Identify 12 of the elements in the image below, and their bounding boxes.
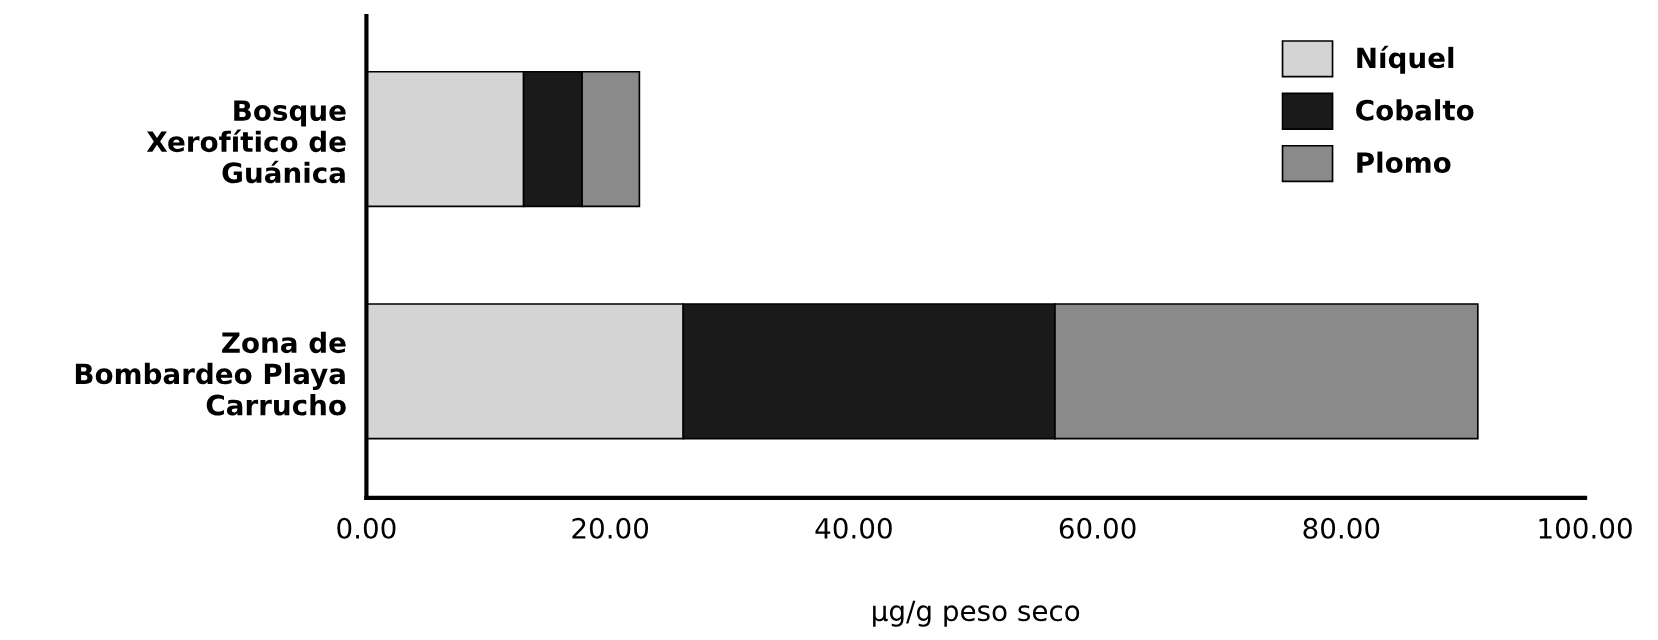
y-tick-label: Zona de Bombardeo Playa Carrucho xyxy=(75,331,346,416)
legend-label: Plomo xyxy=(1357,151,1451,174)
x-tick-label: 20.00 xyxy=(572,517,649,539)
x-axis-title: μg/g peso seco xyxy=(873,600,1080,627)
y-tick-label: Bosque Xerofítico de Guánica xyxy=(146,100,346,184)
legend-label: Cobalto xyxy=(1356,99,1474,121)
legend-label: Níquel xyxy=(1357,45,1454,74)
x-tick-label: 100.00 xyxy=(1539,517,1632,539)
x-tick-label: 0.00 xyxy=(337,517,396,539)
x-tick-label: 60.00 xyxy=(1059,517,1136,539)
x-tick-label: 80.00 xyxy=(1303,517,1380,539)
x-tick-label: 40.00 xyxy=(815,517,892,539)
